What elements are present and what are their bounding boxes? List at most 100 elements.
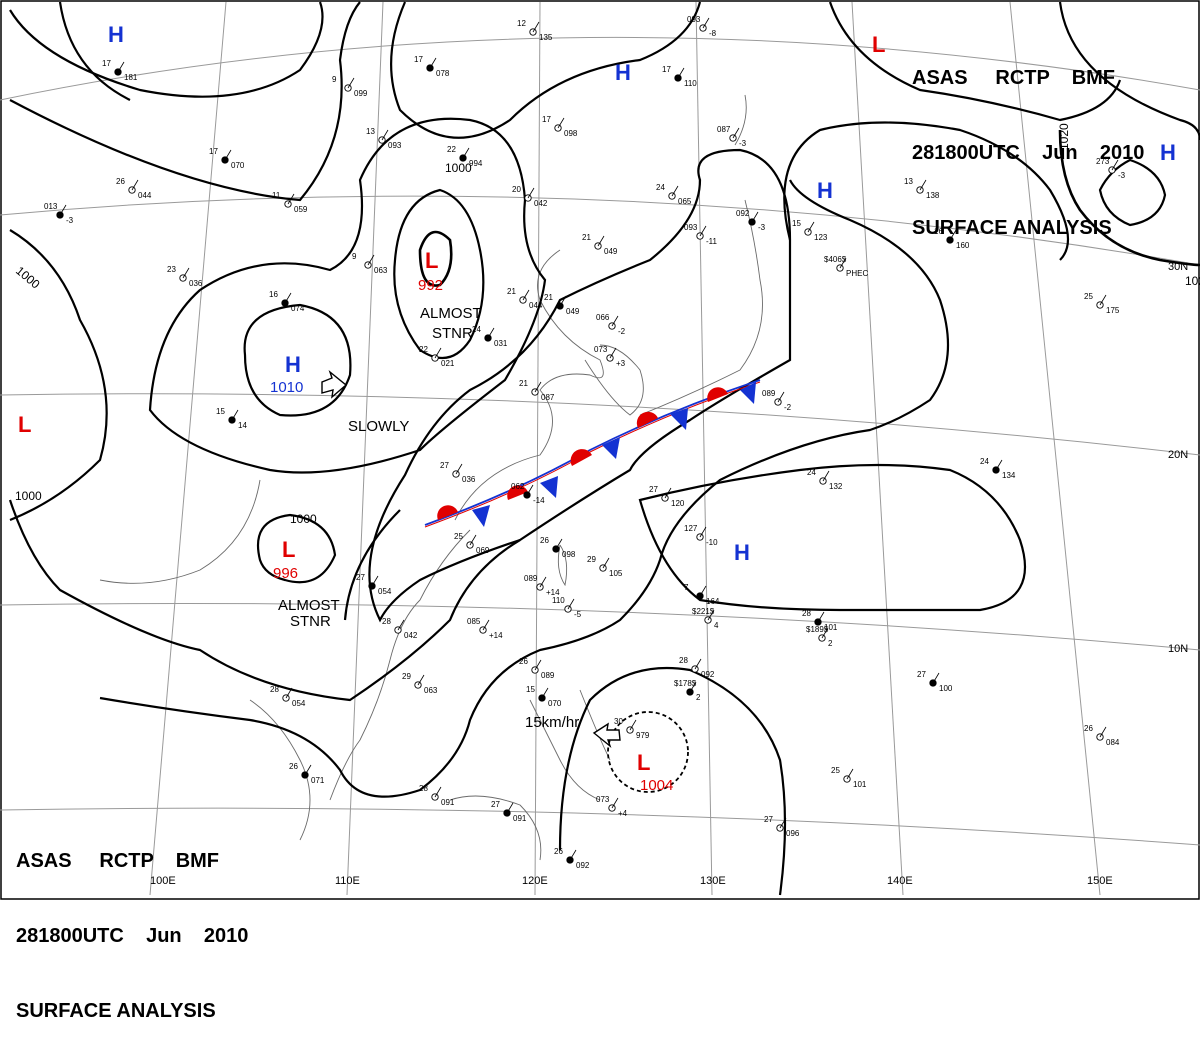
wind-barb [469, 534, 477, 546]
wind-barb [597, 235, 605, 247]
station-value: 175 [1106, 306, 1120, 315]
station-plot: 25 101 [831, 766, 867, 789]
station-value: -14 [533, 496, 545, 505]
wind-barb [609, 347, 617, 359]
isobar [58, 1, 131, 101]
station-value: 078 [436, 69, 450, 78]
station-value: 084 [1106, 738, 1120, 747]
header-code: BMF [1071, 67, 1116, 89]
header-year: 2010 [203, 925, 249, 947]
station-plot: 21 044 [507, 287, 543, 310]
wind-barb [817, 611, 825, 623]
station-value: 17 [542, 115, 551, 124]
isobar [783, 121, 1070, 261]
meridian [695, 1, 713, 896]
movement-arrow-slowly [321, 369, 348, 399]
wind-barb [367, 254, 375, 266]
wind-barb [779, 817, 787, 829]
wind-barb [117, 61, 125, 73]
isobar-label: 1000 [445, 161, 472, 175]
station-value: 049 [604, 247, 618, 256]
wind-barb [131, 179, 139, 191]
station-plot: 20 042 [512, 185, 548, 208]
wind-barb [949, 229, 957, 241]
coastline-bay [249, 699, 311, 841]
station-value: 17 [102, 59, 111, 68]
wind-barb [689, 681, 697, 693]
station-plot: 073 +4 [596, 795, 628, 818]
cold-front-triangle [602, 437, 620, 459]
station-plot: 15 123 [792, 219, 828, 242]
wind-barb [59, 204, 67, 216]
warm-front-semicircle [570, 449, 592, 466]
station-plot: 22 994 [447, 145, 483, 168]
isobar-label: 1000 [290, 512, 317, 526]
low-center-letter: L [637, 750, 650, 775]
station-value: 273 [1096, 157, 1110, 166]
isobar-label: 1020 [1057, 123, 1071, 150]
station-value: 13 [366, 127, 375, 136]
station-plot: $221$ 4 [692, 607, 719, 630]
station-value: $189$ [806, 625, 829, 634]
station-value: $406$ [824, 255, 847, 264]
wind-barb [807, 221, 815, 233]
wind-barb [664, 487, 672, 499]
station-value: 100 [939, 684, 953, 693]
station-value: $221$ [692, 607, 715, 616]
station-plot: 25 175 [1084, 292, 1120, 315]
isobar [368, 148, 792, 623]
station-value: 105 [609, 569, 623, 578]
header-code: BMF [175, 850, 220, 872]
station-value: 054 [292, 699, 306, 708]
lon-label: 150E [1087, 875, 1113, 887]
parallel-10n [0, 602, 1200, 651]
station-value: 036 [189, 279, 203, 288]
header-line-3: SURFACE ANALYSIS [912, 217, 1112, 239]
station-value: 16 [269, 290, 278, 299]
wind-barb [539, 576, 547, 588]
high-center-letter: H [108, 22, 124, 47]
station-value: 24 [980, 457, 989, 466]
wind-barb [611, 315, 619, 327]
station-value: 15 [216, 407, 225, 416]
station-plot: 27 100 [917, 670, 953, 693]
station-value: 073 [596, 795, 610, 804]
station-value: 26 [540, 536, 549, 545]
wind-barb [839, 257, 847, 269]
station-value: 11 [272, 191, 281, 200]
annotation-text: ALMOST [420, 305, 482, 322]
station-value: -3 [739, 139, 747, 148]
station-value: 22 [447, 145, 456, 154]
station-value: 7 [684, 583, 689, 592]
weather-chart-map: 30N 20N 10N 100E 110E 120E 130E 140E 150… [0, 0, 1200, 900]
coastlines [99, 94, 763, 861]
wind-barb [534, 659, 542, 671]
station-value: 25 [1084, 292, 1093, 301]
wind-barb [527, 187, 535, 199]
station-value: 17 [414, 55, 423, 64]
isobar [9, 1, 361, 202]
header-line-2: 281800UTC Jun 2010 [912, 141, 1144, 166]
cold-front-triangles [472, 382, 756, 527]
wind-barb [919, 179, 927, 191]
station-plot: 089 -2 [762, 389, 792, 412]
station-value: +14 [546, 588, 560, 597]
station-plot: 073 +3 [594, 345, 626, 368]
station-plot: 12 135 [517, 19, 553, 42]
station-value: 28 [382, 617, 391, 626]
station-value: 127 [684, 524, 698, 533]
station-value: -3 [758, 223, 766, 232]
station-value: -10 [706, 538, 718, 547]
wind-barb [506, 802, 514, 814]
station-plot: 9 063 [352, 252, 388, 275]
parallel-40n [0, 36, 1200, 101]
chart-header-top-right: ASAS RCTP BMF 281800UTC Jun 2010 SURFACE… [912, 16, 1144, 266]
station-plot: 17 070 [209, 147, 245, 170]
station-plot: 13 138 [904, 177, 940, 200]
coastline-borneo [449, 795, 542, 861]
station-plot: $406$ PHEC [824, 255, 868, 278]
wind-barb [482, 619, 490, 631]
wind-barb [487, 327, 495, 339]
isobar [99, 179, 950, 798]
wind-barb [285, 687, 293, 699]
